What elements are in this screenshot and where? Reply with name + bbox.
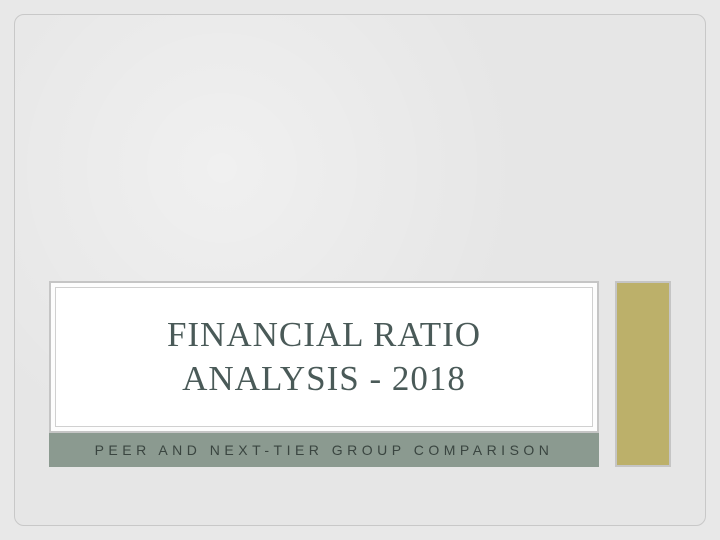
- slide-frame: FINANCIAL RATIO ANALYSIS - 2018 PEER AND…: [14, 14, 706, 526]
- accent-block: [615, 281, 671, 467]
- title-block: FINANCIAL RATIO ANALYSIS - 2018 PEER AND…: [49, 281, 599, 467]
- title-box-outer: FINANCIAL RATIO ANALYSIS - 2018: [49, 281, 599, 433]
- title-box-inner: FINANCIAL RATIO ANALYSIS - 2018: [55, 287, 593, 427]
- slide-subtitle: PEER AND NEXT-TIER GROUP COMPARISON: [69, 442, 579, 458]
- slide-title: FINANCIAL RATIO ANALYSIS - 2018: [76, 313, 572, 401]
- subtitle-bar: PEER AND NEXT-TIER GROUP COMPARISON: [49, 433, 599, 467]
- content-area: FINANCIAL RATIO ANALYSIS - 2018 PEER AND…: [49, 281, 671, 467]
